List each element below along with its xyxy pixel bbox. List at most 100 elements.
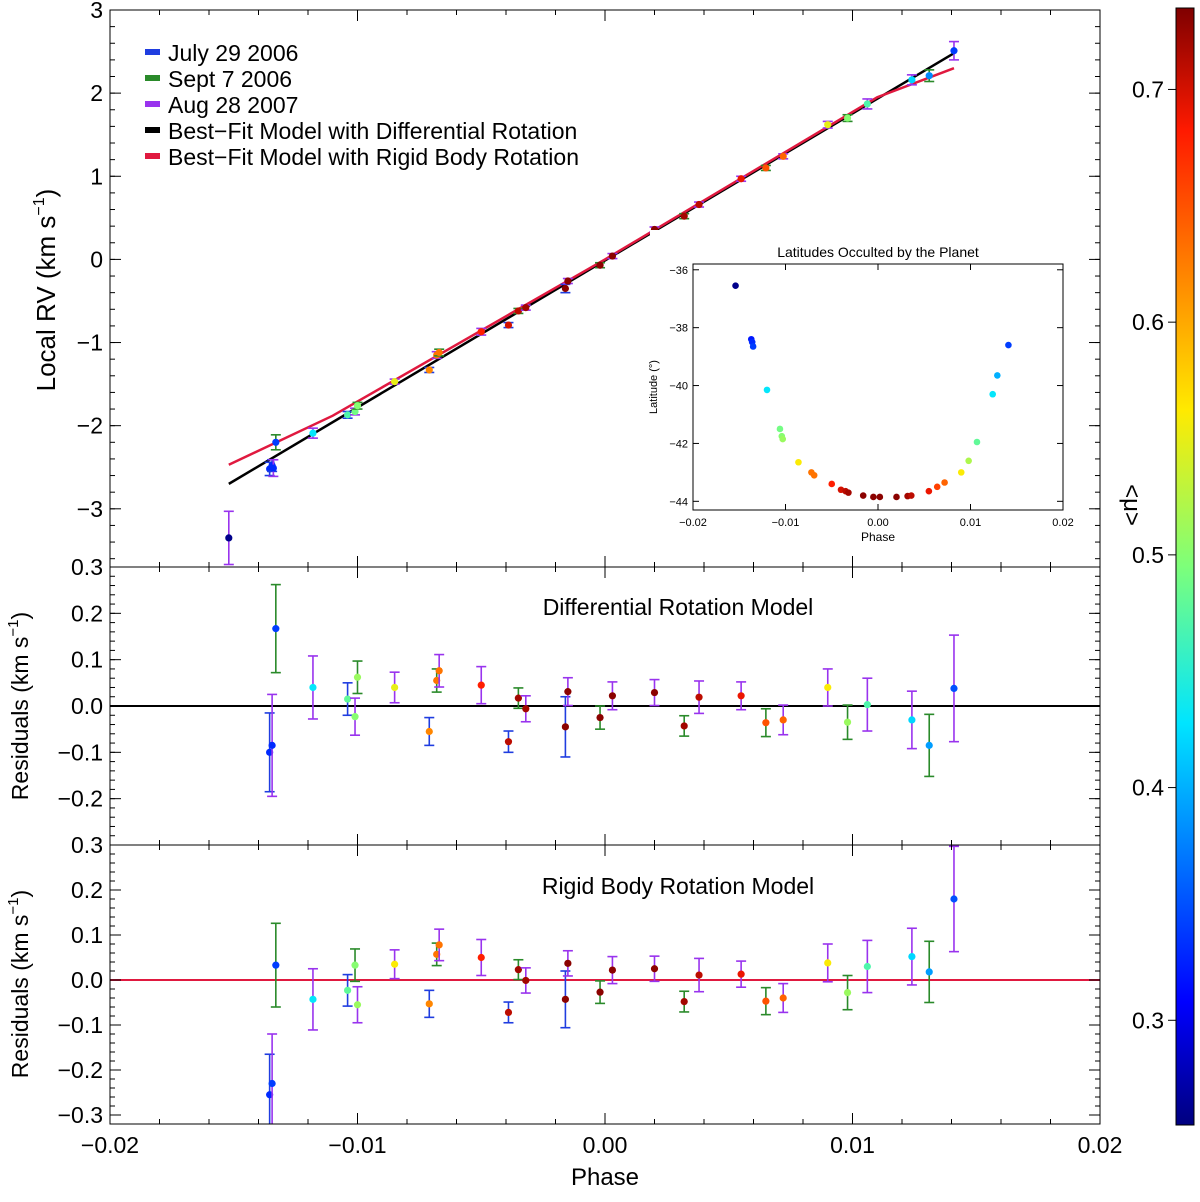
rigid-data-point	[908, 953, 916, 961]
diff-data-point	[504, 738, 513, 746]
inset-data-point	[908, 492, 915, 499]
inset-data-point	[779, 435, 787, 443]
diff-data-point	[564, 688, 572, 696]
main-ytick-label: −2	[77, 413, 103, 439]
diff-data-point	[514, 694, 522, 702]
diff-y-label: Residuals (km s−1)	[5, 612, 33, 800]
main-ytick-label: 0	[90, 246, 103, 272]
rigid-data-point	[309, 995, 317, 1003]
inset-data-point	[941, 479, 948, 486]
inset-data-point	[989, 390, 996, 398]
rigid-data-point	[391, 960, 399, 968]
rigid-data-point	[950, 895, 958, 903]
x-tick-label: 0.02	[1078, 1132, 1123, 1158]
rigid-data-point	[477, 953, 485, 962]
main-ytick-label: −3	[77, 496, 103, 522]
colorbar-tick-label: 0.3	[1132, 1007, 1164, 1033]
main-data-point	[522, 304, 530, 312]
main-data-point	[596, 261, 604, 269]
diff-data-point	[695, 693, 703, 701]
inset-xtick-label: 0.02	[1052, 517, 1073, 529]
inset-data-point	[957, 469, 965, 476]
main-ytick-label: −1	[77, 330, 103, 356]
rigid-data-point	[650, 965, 659, 973]
legend-label-aug-2007: Aug 28 2007	[168, 92, 298, 118]
main-data-point	[344, 411, 352, 419]
colorbar-tick-label: 0.6	[1132, 309, 1164, 335]
inset-xtick-label: 0.01	[960, 517, 981, 529]
inset-plot-area	[732, 282, 1012, 501]
diff-data-point	[353, 673, 362, 681]
main-data-point	[824, 121, 832, 129]
colorbar-ticks: 0.7 0.6 0.5 0.4 0.3	[1132, 76, 1176, 1033]
main-y-ticks: −3 −2 −1 0 1 2 3	[77, 0, 1101, 567]
diff-data-point	[824, 683, 832, 692]
diff-data-point	[391, 683, 399, 692]
main-data-point	[950, 47, 958, 55]
x-tick-label: 0.00	[583, 1132, 628, 1158]
main-data-point	[353, 402, 362, 410]
main-data-point	[272, 438, 280, 446]
rigid-data-point	[353, 1001, 362, 1009]
rigid-ytick-label: 0.1	[71, 922, 103, 948]
diff-data-point	[950, 684, 958, 692]
legend: July 29 2006 Sept 7 2006 Aug 28 2007 Bes…	[145, 40, 579, 170]
x-tick-label: −0.01	[328, 1132, 386, 1158]
diff-data-point	[737, 692, 745, 700]
colorbar-tick-label: 0.4	[1132, 775, 1164, 801]
inset-ytick-label: −42	[669, 438, 688, 450]
rigid-data-point	[596, 988, 604, 996]
diff-data-point	[596, 713, 604, 722]
main-data-point	[435, 348, 443, 357]
diff-ytick-label: 0.1	[71, 647, 103, 673]
diff-data-point	[680, 722, 688, 730]
inset-data-point	[749, 343, 757, 350]
x-axis-label: Phase	[571, 1164, 639, 1191]
inset-xtick-label: 0.00	[867, 517, 888, 529]
residuals-rigid-panel: 0.3 0.2 0.1 0.0 −0.1 −0.2 −0.3 Rigid Body Rota…	[5, 832, 1101, 1128]
inset-data-point	[845, 489, 852, 496]
inset-latitudes: Latitudes Occulted by the Planet −0.02 −0…	[648, 230, 1074, 550]
inset-data-point	[776, 425, 784, 433]
main-data-point	[925, 72, 933, 80]
main-data-point	[908, 76, 916, 84]
rigid-ytick-label: 0.3	[71, 832, 103, 858]
legend-swatch-sept-2006	[145, 75, 160, 81]
rigid-data-point	[680, 998, 688, 1006]
rigid-data-point	[762, 997, 770, 1005]
rigid-ytick-label: 0.2	[71, 877, 103, 903]
rigid-y-label: Residuals (km s−1)	[5, 890, 33, 1078]
rigid-data-point	[561, 995, 570, 1003]
diff-ytick-label: −0.1	[58, 739, 103, 765]
rigid-ytick-label: −0.1	[58, 1012, 103, 1038]
rigid-data-point	[344, 986, 352, 994]
inset-x-label: Phase	[861, 530, 895, 544]
diff-plot-area	[110, 583, 1100, 798]
rigid-data-point	[268, 1079, 276, 1088]
inset-data-point	[973, 438, 981, 446]
colorbar-label: <μ>	[1118, 484, 1145, 526]
inset-data-point	[933, 483, 941, 491]
main-data-point	[863, 100, 871, 108]
diff-ytick-label: −0.2	[58, 786, 103, 812]
rigid-data-point	[737, 970, 745, 978]
main-data-point	[391, 378, 399, 386]
inset-data-point	[876, 493, 884, 501]
inset-title: Latitudes Occulted by the Planet	[777, 244, 979, 260]
diff-data-point	[843, 718, 852, 726]
inset-xtick-label: −0.02	[679, 517, 707, 529]
rigid-data-point	[564, 959, 572, 967]
legend-swatch-diff-model	[145, 127, 160, 133]
inset-ytick-label: −36	[669, 265, 688, 277]
main-data-point	[425, 366, 433, 374]
diff-data-point	[650, 688, 659, 697]
rigid-data-point	[695, 971, 703, 979]
legend-swatch-july-2006	[145, 49, 160, 55]
legend-label-sept-2006: Sept 7 2006	[168, 66, 292, 92]
colorbar: 0.7 0.6 0.5 0.4 0.3 <μ>	[1118, 7, 1195, 1126]
diff-data-point	[268, 741, 276, 749]
inset-ytick-label: −40	[669, 381, 688, 393]
rigid-data-point	[843, 989, 852, 997]
rigid-y-ticks: 0.3 0.2 0.1 0.0 −0.1 −0.2 −0.3	[58, 832, 1101, 1128]
diff-data-point	[351, 713, 359, 721]
